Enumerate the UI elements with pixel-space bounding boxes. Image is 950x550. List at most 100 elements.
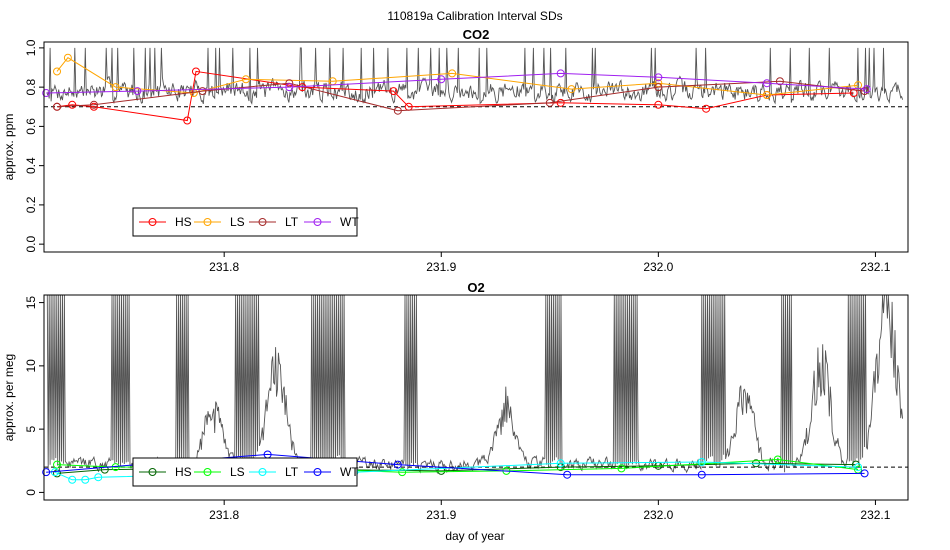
- series-point-lt: [860, 87, 869, 96]
- series-point-ls: [53, 67, 62, 76]
- y-tick-label: 0.6: [24, 118, 38, 135]
- series-point-lt: [198, 87, 207, 96]
- panel-title: CO2: [463, 27, 490, 42]
- series-point-ls: [63, 53, 72, 62]
- series-point-ls: [111, 83, 120, 92]
- x-tick-label: 231.8: [209, 508, 239, 522]
- figure-title: 110819a Calibration Interval SDs: [387, 9, 562, 23]
- series-point-hs: [191, 67, 200, 76]
- series-point-hs: [389, 87, 398, 96]
- series-point-wt: [563, 470, 572, 479]
- series-point-wt: [762, 79, 771, 88]
- y-tick-label: 15: [24, 296, 38, 310]
- series-point-hs: [851, 460, 860, 469]
- legend-label-wt: WT: [340, 215, 359, 229]
- legend-swatch-marker: [203, 468, 212, 476]
- series-point-ls: [773, 455, 782, 464]
- series-point-wt: [42, 89, 51, 98]
- series-point-wt: [393, 460, 402, 469]
- series-point-wt: [285, 83, 294, 92]
- series-point-wt: [697, 470, 706, 479]
- y-tick-label: 0.0: [24, 235, 38, 252]
- y-tick-label: 0.4: [24, 157, 38, 174]
- series-point-hs: [702, 104, 711, 113]
- series-point-lt: [854, 463, 863, 472]
- series-point-hs: [654, 100, 663, 109]
- series-point-ls: [241, 75, 250, 84]
- series-point-lt: [545, 98, 554, 107]
- series-point-ls: [567, 85, 576, 94]
- series-point-hs: [556, 98, 565, 107]
- series-point-wt: [556, 69, 565, 78]
- series-point-ls: [398, 468, 407, 477]
- legend-swatch-marker: [313, 218, 322, 226]
- y-tick-label: 0.8: [24, 78, 38, 95]
- series-point-wt: [862, 85, 871, 94]
- series-point-lt: [53, 102, 62, 111]
- y-tick-label: 10: [24, 359, 38, 373]
- plot-frame: [43, 41, 909, 253]
- series-point-hs: [183, 116, 192, 125]
- legend-swatch-marker: [313, 468, 322, 476]
- y-tick-label: 0.2: [24, 196, 38, 213]
- background-trace: [46, 47, 904, 105]
- legend-swatch-marker: [148, 468, 157, 476]
- series-line-lt: [56, 80, 865, 112]
- series-point-hs: [53, 469, 62, 478]
- legend-swatch-marker: [148, 218, 157, 226]
- legend-swatch-marker: [258, 218, 267, 226]
- x-tick-label: 232.1: [860, 508, 890, 522]
- series-point-lt: [775, 77, 784, 86]
- series-point-lt: [89, 100, 98, 109]
- series-point-hs: [100, 465, 109, 474]
- x-tick-label: 232.1: [860, 260, 890, 274]
- series-point-ls: [762, 90, 771, 99]
- series-point-lt: [81, 475, 90, 484]
- legend-label-ls: LS: [230, 465, 245, 479]
- y-tick-label: 1.0: [24, 39, 38, 56]
- y-tick-label: 5: [24, 425, 38, 432]
- x-axis-label: day of year: [445, 529, 504, 543]
- series-point-lt: [94, 473, 103, 482]
- series-point-lt: [556, 459, 565, 468]
- legend-box: [132, 457, 358, 487]
- legend-label-hs: HS: [175, 465, 192, 479]
- series-point-hs: [89, 102, 98, 111]
- y-axis-label: approx. per meg: [2, 354, 16, 441]
- series-point-hs: [68, 100, 77, 109]
- panel-title: O2: [467, 280, 484, 295]
- legend-label-ls: LS: [230, 215, 245, 229]
- series-point-wt: [42, 468, 51, 477]
- legend-swatch-marker: [258, 468, 267, 476]
- y-tick-label: 0: [24, 489, 38, 496]
- series-point-wt: [437, 75, 446, 84]
- series-line-ls: [56, 57, 859, 96]
- x-tick-label: 231.8: [209, 260, 239, 274]
- legend-label-lt: LT: [285, 465, 299, 479]
- series-point-ls: [53, 460, 62, 469]
- background-trace: [46, 295, 904, 475]
- co2-panel: CO2 approx. ppm 0.0 0.2 0.4 0.6 0.8 1.0 231.8 231…: [2, 27, 909, 274]
- series-point-lt: [654, 83, 663, 92]
- series-point-wt: [654, 73, 663, 82]
- series-point-ls: [448, 69, 457, 78]
- x-tick-label: 232.0: [643, 508, 673, 522]
- y-axis-label: approx. ppm: [2, 114, 16, 181]
- series-point-lt: [393, 106, 402, 115]
- series-point-lt: [68, 475, 77, 484]
- series-line-wt: [46, 72, 867, 94]
- x-tick-label: 232.0: [643, 260, 673, 274]
- x-tick-label: 231.9: [426, 508, 456, 522]
- series-point-wt: [133, 87, 142, 96]
- plot-frame: [43, 294, 909, 501]
- series-line-hs: [56, 70, 854, 122]
- o2-panel: O2 approx. per meg 0 5 10 15 231.8 231.9 232.0 23…: [2, 280, 909, 522]
- legend-label-wt: WT: [340, 465, 359, 479]
- series-point-wt: [860, 469, 869, 478]
- x-tick-label: 231.9: [426, 260, 456, 274]
- series-point-lt: [697, 458, 706, 467]
- series-point-ls: [617, 464, 626, 473]
- legend-label-lt: LT: [285, 215, 299, 229]
- legend-label-hs: HS: [175, 215, 192, 229]
